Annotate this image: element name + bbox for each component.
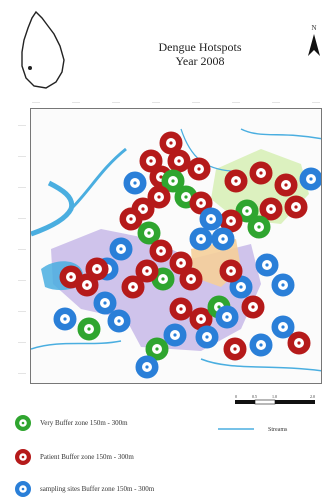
red-buffer-marker [167,149,191,173]
left-tick-label: —— [18,370,26,375]
red-buffer-marker [147,185,171,209]
top-tick-label: —— [32,99,40,104]
top-tick-label: —— [272,99,280,104]
buffer-points [53,131,321,379]
left-tick-label: —— [18,246,26,251]
blue-buffer-marker [299,167,321,191]
map-title: Dengue Hotspots [158,40,242,54]
blue-buffer-marker [199,207,223,231]
legend-label: Very Buffer zone 150m - 300m [40,419,128,427]
red-buffer-marker [223,337,247,361]
blue-buffer-icon [15,481,31,497]
map-subtitle: Year 2008 [175,54,225,68]
red-buffer-marker [135,259,159,283]
red-buffer-marker [259,197,283,221]
red-buffer-marker [189,307,213,331]
red-buffer-marker [219,209,243,233]
river-main [31,180,75,237]
legend-label: Patient Buffer zone 150m - 300m [40,453,134,461]
streams-label: Streams [268,427,288,433]
north-arrow-icon [308,34,320,56]
left-tick-label: —— [18,277,26,282]
red-buffer-marker [187,157,211,181]
stream-bottom [200,358,321,372]
sri-lanka-outline [21,10,65,89]
red-buffer-marker [149,239,173,263]
blue-buffer-marker [135,355,159,379]
stream-left [31,340,122,350]
green-buffer-marker [247,215,271,239]
top-tick-label: —— [72,99,80,104]
left-tick-label: —— [18,184,26,189]
blue-buffer-marker [107,309,131,333]
green-buffer-marker [145,337,169,361]
blue-buffer-marker [215,305,239,329]
streams-legend: Streams [218,427,288,433]
blue-buffer-marker [93,291,117,315]
map-canvas [31,128,321,379]
legend-item: Patient Buffer zone 150m - 300m [14,448,134,466]
red-buffer-marker [169,297,193,321]
red-buffer-marker [284,195,308,219]
top-tick-label: —— [192,99,200,104]
blue-buffer-marker [271,273,295,297]
river-upper [69,147,127,211]
scale-label-2: 1.0 [272,394,277,399]
blue-buffer-marker [249,333,273,357]
blue-buffer-marker [53,307,77,331]
green-risk-zone [211,149,309,224]
blue-buffer-marker [163,323,187,347]
blue-buffer-marker [189,227,213,251]
blue-buffer-marker [211,227,235,251]
blue-buffer-marker [109,237,133,261]
study-area-marker [28,66,32,70]
north-label: N [311,24,317,32]
left-tick-label: —— [18,308,26,313]
red-buffer-marker [241,295,265,319]
red-buffer-marker [274,173,298,197]
left-tick-label: —— [18,153,26,158]
blue-buffer-marker [195,325,219,349]
blue-buffer-marker [123,171,147,195]
left-tick-label: —— [18,339,26,344]
scale-label-0: 0 [235,394,237,399]
legend-item: Very Buffer zone 150m - 300m [14,414,128,432]
red-buffer-marker [159,131,183,155]
top-tick-label: —— [232,99,240,104]
green-buffer-marker [77,317,101,341]
red-buffer-icon [15,449,31,465]
left-tick-label: —— [18,215,26,220]
green-buffer-marker [161,169,185,193]
red-buffer-marker [59,265,83,289]
scale-label-4: 2.0 [310,394,315,399]
red-buffer-marker [179,267,203,291]
top-tick-label: —— [312,99,320,104]
blue-buffer-marker [255,253,279,277]
scale-bar: 0 0.5 1.0 2.0 [235,394,315,405]
scale-label-1: 0.5 [252,394,257,399]
stream-right [240,128,321,140]
green-buffer-marker [137,221,161,245]
left-tick-label: —— [18,122,26,127]
top-tick-label: —— [112,99,120,104]
red-buffer-marker [249,161,273,185]
red-buffer-marker [219,259,243,283]
map-frame [30,108,322,384]
legend-label: sampling sites Buffer zone 150m - 300m [40,485,155,493]
sri-lanka-inset-map [21,10,65,89]
blue-buffer-marker [271,315,295,339]
red-buffer-marker [287,331,311,355]
red-buffer-marker [224,169,248,193]
red-buffer-marker [119,207,143,231]
legend-item: sampling sites Buffer zone 150m - 300m [14,480,154,498]
top-tick-label: —— [152,99,160,104]
green-buffer-icon [15,415,31,431]
red-buffer-marker [121,275,145,299]
